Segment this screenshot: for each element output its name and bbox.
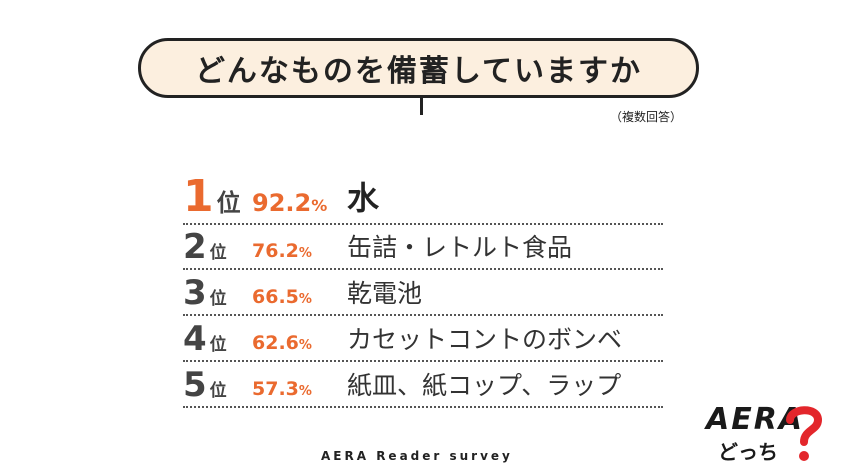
rank-number: 3: [183, 273, 207, 313]
percent-sign: %: [298, 384, 312, 399]
table-row: 3 位 66.5% 乾電池: [183, 272, 663, 316]
percent-value: 92.2%: [252, 189, 327, 217]
item-label: 乾電池: [347, 279, 423, 308]
table-row: 1 位 92.2% 水: [183, 163, 663, 225]
aera-dotchi-logo: AERA どっち: [706, 400, 823, 466]
rank-unit: 位: [209, 381, 227, 401]
table-row: 2 位 76.2% 缶詰・レトルト食品: [183, 226, 663, 270]
bubble-tail: [420, 98, 423, 115]
percent-number: 66.5: [252, 286, 299, 308]
rank-unit: 位: [209, 243, 227, 263]
logo-dotchi-text: どっち: [718, 440, 778, 464]
rank-number: 2: [183, 227, 207, 267]
rank-unit: 位: [216, 189, 241, 217]
rank-number: 4: [183, 319, 207, 359]
survey-source: AERA Reader survey: [321, 449, 513, 463]
percent-value: 57.3%: [252, 378, 312, 400]
question-bubble: どんなものを備蓄していますか: [138, 38, 699, 98]
item-label: 缶詰・レトルト食品: [347, 233, 573, 262]
percent-sign: %: [298, 292, 312, 307]
question-mark-icon: [786, 406, 823, 461]
percent-value: 62.6%: [252, 332, 312, 354]
item-label: 水: [347, 179, 380, 217]
rank-number: 1: [183, 171, 214, 222]
percent-sign: %: [298, 338, 312, 353]
percent-number: 92.2: [252, 189, 312, 217]
item-label: カセットコントのボンベ: [347, 325, 623, 354]
rank-unit: 位: [209, 289, 227, 309]
table-row: 5 位 57.3% 紙皿、紙コップ、ラップ: [183, 364, 663, 408]
multiple-answer-note: （複数回答）: [610, 110, 683, 124]
percent-sign: %: [311, 196, 328, 215]
percent-number: 57.3: [252, 378, 299, 400]
percent-number: 76.2: [252, 240, 299, 262]
rank-number: 5: [183, 365, 207, 405]
percent-number: 62.6: [252, 332, 299, 354]
rank-unit: 位: [209, 335, 227, 355]
table-row: 4 位 62.6% カセットコントのボンベ: [183, 318, 663, 362]
item-label: 紙皿、紙コップ、ラップ: [347, 371, 622, 400]
question-text: どんなものを備蓄していますか: [194, 54, 643, 89]
percent-value: 76.2%: [252, 240, 312, 262]
percent-sign: %: [298, 246, 312, 261]
percent-value: 66.5%: [252, 286, 312, 308]
